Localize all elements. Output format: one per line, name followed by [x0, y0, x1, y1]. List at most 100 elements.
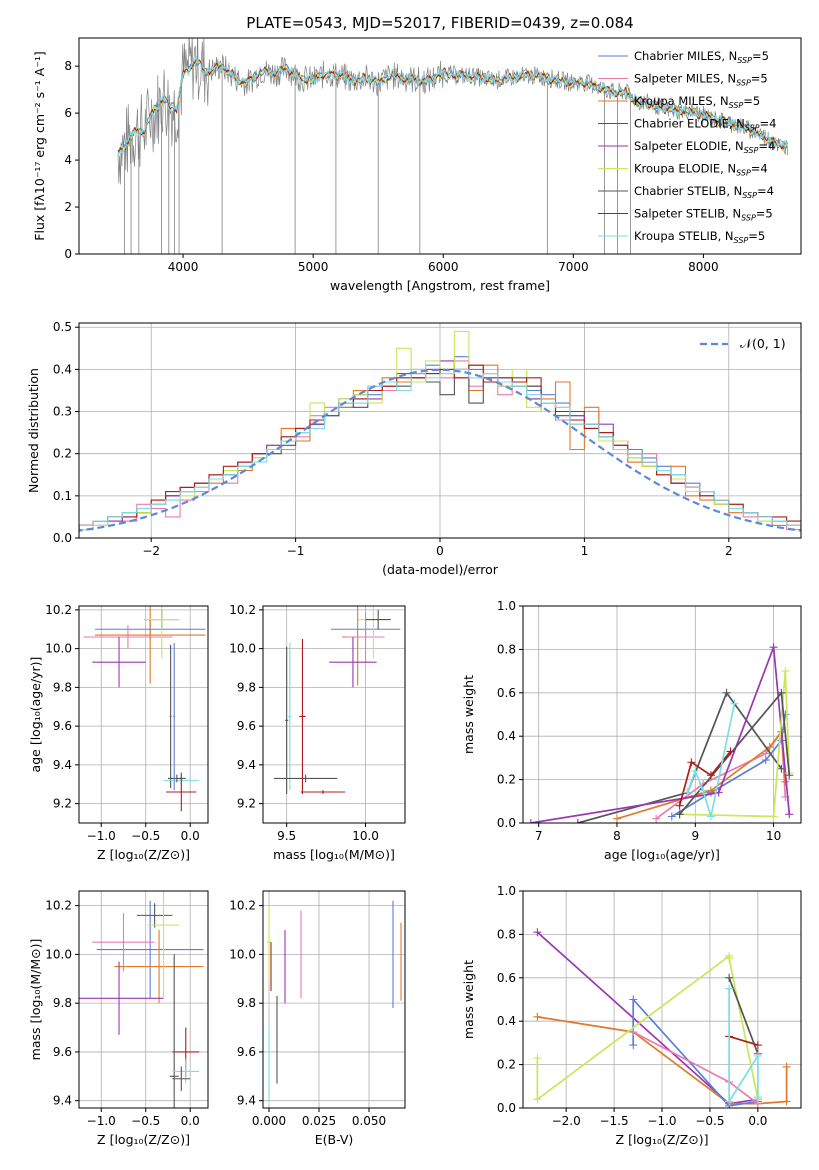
mass-weight-vs-metallicity-panel: −2.0 −1.5 −1.0 −0.5 0.0 0.0 0.2 0.4 0.6 0.8 1.0 Z [… — [461, 884, 802, 1147]
y-tick-label: 0.8 — [497, 927, 516, 941]
plot-area — [79, 891, 204, 1108]
x-tick-label: −1 — [287, 544, 305, 558]
y-tick-label: 9.8 — [237, 680, 256, 694]
x-tick-label: 9 — [691, 829, 699, 843]
legend-entry: Kroupa STELIB, NSSP=5 — [634, 229, 765, 245]
y-tick-label: 0.6 — [497, 686, 516, 700]
figure-title: PLATE=0543, MJD=52017, FIBERID=0439, z=0… — [246, 14, 633, 32]
x-tick-label: −0.5 — [695, 1114, 724, 1128]
x-axis-label: (data-model)/error — [382, 562, 499, 577]
x-tick-label: −0.5 — [131, 1114, 160, 1128]
plot-area — [526, 643, 794, 823]
mass-vs-metallicity-panel: −1.0 −0.5 0.0 9.4 9.6 9.8 10.0 10.2 Z [log₁₀(Z/Z… — [28, 890, 209, 1147]
legend-entry: Chabrier MILES, NSSP=5 — [634, 49, 769, 65]
y-tick-label: 9.4 — [53, 758, 72, 772]
mass-weight-marker — [573, 819, 582, 823]
spectrum-legend: Chabrier MILES, NSSP=5 Salpeter MILES, NS… — [598, 49, 776, 245]
mass-weight-marker — [725, 973, 734, 982]
mass-weight-marker — [725, 954, 734, 963]
mass-weight-marker — [533, 1012, 542, 1021]
y-tick-label: 9.2 — [237, 797, 256, 811]
legend-entry: Salpeter STELIB, NSSP=5 — [634, 207, 773, 223]
mass-weight-marker — [652, 814, 661, 823]
x-tick-label: −1.0 — [87, 1114, 116, 1128]
mass-weight-marker — [781, 667, 790, 676]
x-tick-label: 0.050 — [352, 1114, 386, 1128]
x-axis-label: E(B-V) — [315, 1132, 354, 1147]
x-axis-label: age [log₁₀(age/yr)] — [604, 847, 720, 862]
y-tick-label: 9.8 — [53, 680, 72, 694]
legend-entry: Salpeter ELODIE, NSSP=4 — [634, 139, 775, 155]
mass-weight-line — [678, 750, 732, 806]
x-axis-label: Z [log₁₀(Z/Z⊙)] — [97, 847, 190, 862]
y-tick-label: 10.0 — [45, 947, 72, 961]
x-tick-label: 2 — [725, 544, 733, 558]
mass-weight-marker — [769, 812, 778, 821]
mass-weight-marker — [782, 1097, 791, 1106]
mass-weight-marker — [612, 814, 621, 823]
mass-weight-marker — [726, 747, 735, 756]
x-tick-label: 7 — [535, 829, 543, 843]
y-axis-label: mass weight — [461, 960, 476, 1039]
y-tick-label: 9.2 — [53, 797, 72, 811]
mass-weight-marker — [533, 1095, 542, 1104]
mass-weight-marker — [706, 812, 715, 821]
x-tick-label: 0.000 — [252, 1114, 286, 1128]
y-tick-label: 9.8 — [237, 996, 256, 1010]
age-vs-mass-panel: 9.5 10.0 9.2 9.4 9.6 9.8 10.0 10.2 mass [log₁₀(M… — [229, 603, 406, 862]
age-vs-metallicity-panel: −1.0 −0.5 0.0 9.2 9.4 9.6 9.8 10.0 10.2 Z [log₁₀(… — [28, 603, 209, 862]
mass-weight-line — [686, 703, 736, 818]
legend-entry: Chabrier STELIB, NSSP=4 — [634, 184, 774, 200]
x-axis-label: Z [log₁₀(Z/Z⊙)] — [97, 1132, 190, 1147]
x-tick-label: 5000 — [298, 260, 329, 274]
x-axis-label: mass [log₁₀(M/M⊙)] — [273, 847, 395, 862]
y-tick-label: 9.6 — [237, 719, 256, 733]
y-axis-label: mass weight — [461, 675, 476, 754]
mass-weight-line — [577, 691, 783, 823]
x-tick-label: 10 — [766, 829, 781, 843]
histogram-step — [79, 368, 801, 531]
mass-weight-vs-age-panel: 7 8 9 10 0.0 0.2 0.4 0.6 0.8 1.0 age [log₁₀(age/yr… — [461, 599, 802, 862]
mass-weight-marker — [725, 1097, 734, 1106]
legend-entry: Kroupa MILES, NSSP=5 — [634, 94, 760, 110]
y-tick-label: 4 — [64, 153, 72, 167]
y-tick-label: 0.4 — [53, 362, 72, 376]
plot-area — [79, 330, 801, 535]
y-tick-label: 10.2 — [45, 603, 72, 617]
axes-frame — [78, 37, 802, 255]
y-tick-label: 10.2 — [229, 899, 256, 913]
x-tick-label: 0.0 — [181, 1114, 200, 1128]
x-tick-label: 0.025 — [302, 1114, 336, 1128]
axes-frame — [262, 605, 406, 824]
mass-weight-marker — [769, 643, 778, 652]
y-tick-label: 0.0 — [497, 816, 516, 830]
x-tick-label: 10.0 — [352, 829, 379, 843]
y-tick-label: 0.8 — [497, 642, 516, 656]
plot-area — [533, 928, 791, 1108]
mass-weight-marker — [753, 1051, 762, 1060]
y-tick-label: 1.0 — [497, 599, 516, 613]
axes-frame — [522, 605, 802, 824]
mass-weight-line — [655, 731, 787, 820]
y-tick-label: 10.0 — [45, 642, 72, 656]
y-tick-label: 0.1 — [53, 489, 72, 503]
mass-weight-marker — [675, 810, 684, 819]
mass-weight-marker — [725, 984, 734, 993]
mass-vs-ebv-panel: 0.000 0.025 0.050 9.4 9.6 9.8 10.0 10.2 E(B-V) — [229, 890, 406, 1147]
axes-frame — [78, 605, 209, 824]
plot-area — [274, 606, 401, 794]
y-tick-label: 9.6 — [237, 1045, 256, 1059]
plot-area — [267, 900, 402, 1101]
x-tick-label: −2 — [142, 544, 160, 558]
y-tick-label: 2 — [64, 200, 72, 214]
y-tick-label: 0.0 — [53, 531, 72, 545]
mass-weight-marker — [765, 743, 774, 752]
x-tick-label: −2.0 — [552, 1114, 581, 1128]
y-axis-label: age [log₁₀(age/yr)] — [28, 657, 43, 773]
y-tick-label: 9.8 — [53, 996, 72, 1010]
y-tick-label: 0 — [64, 247, 72, 261]
axes-frame — [78, 890, 209, 1109]
y-axis-label: Flux [fλ10⁻¹⁷ erg cm⁻² s⁻¹ A⁻¹] — [32, 51, 47, 240]
plot-area — [117, 38, 789, 254]
